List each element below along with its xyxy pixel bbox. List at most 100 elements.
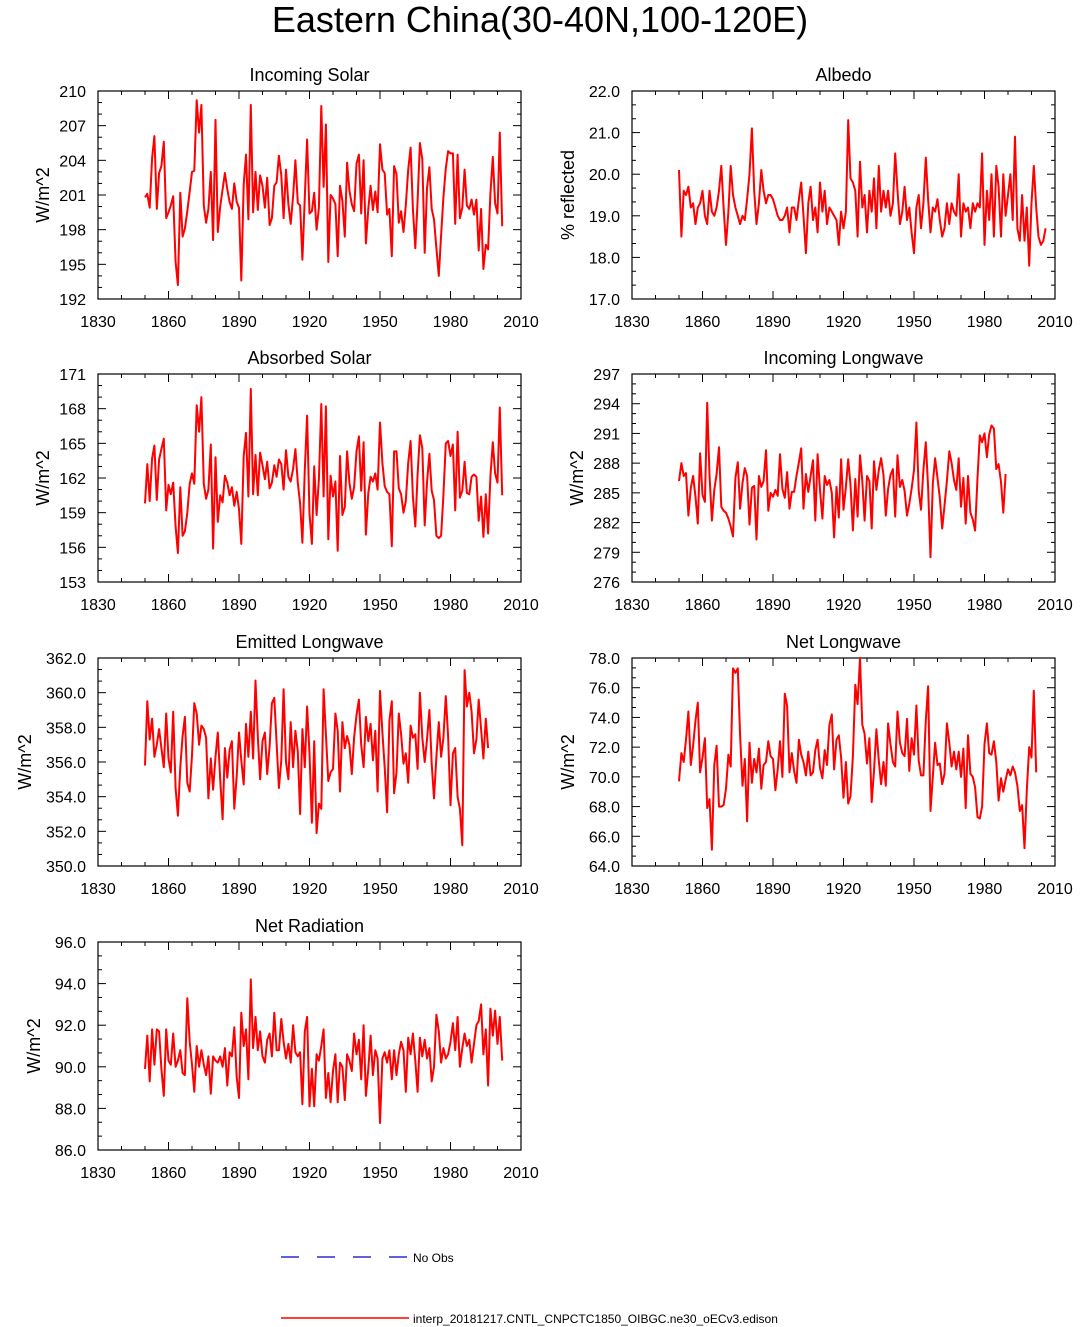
y-tick-label: 210 [59, 84, 86, 101]
y-tick-label: 294 [593, 397, 620, 414]
plot-frame [97, 941, 522, 1151]
y-tick-label: 297 [593, 367, 620, 384]
x-tick-label: 1980 [967, 314, 1003, 331]
panel-title: Net Radiation [255, 916, 364, 936]
y-tick-label: 17.0 [589, 292, 620, 309]
y-tick-label: 276 [593, 575, 620, 592]
y-tick-label: 279 [593, 545, 620, 562]
y-tick-label: 66.0 [589, 829, 620, 846]
y-tick-label: 288 [593, 456, 620, 473]
y-axis-label: W/m^2 [33, 167, 53, 222]
x-tick-label: 1950 [896, 881, 932, 898]
x-tick-label: 1890 [755, 597, 791, 614]
y-tick-label: 354.0 [46, 790, 86, 807]
y-tick-label: 195 [59, 257, 86, 274]
x-tick-label: 1920 [292, 1165, 328, 1182]
y-tick-label: 78.0 [589, 651, 620, 668]
y-tick-label: 201 [59, 188, 86, 205]
y-tick-label: 90.0 [55, 1060, 86, 1077]
panel-4: 1830 1860 1890 1920 1950 1980 2010 276 279 282 285… [567, 348, 1073, 614]
y-axis-label: W/m^2 [24, 1018, 44, 1073]
series-line [144, 388, 504, 555]
x-tick-label: 1830 [614, 597, 650, 614]
y-tick-label: 358.0 [46, 720, 86, 737]
x-tick-label: 1980 [433, 1165, 469, 1182]
x-tick-label: 1890 [221, 314, 257, 331]
x-tick-label: 1860 [151, 881, 187, 898]
x-tick-label: 1890 [221, 597, 257, 614]
panel-title: Incoming Longwave [763, 348, 923, 368]
y-tick-label: 291 [593, 426, 620, 443]
x-tick-label: 1920 [292, 597, 328, 614]
x-tick-label: 2010 [503, 1165, 539, 1182]
y-tick-label: 96.0 [55, 935, 86, 952]
y-tick-label: 285 [593, 486, 620, 503]
x-tick-label: 2010 [1037, 314, 1073, 331]
x-tick-label: 1830 [80, 881, 116, 898]
y-axis-label: W/m^2 [15, 734, 35, 789]
y-tick-label: 204 [59, 153, 86, 170]
x-tick-label: 1920 [292, 314, 328, 331]
panel-1: 1830 1860 1890 1920 1950 1980 2010 192 195 198 201… [33, 65, 539, 331]
y-tick-label: 162 [59, 471, 86, 488]
y-tick-label: 92.0 [55, 1018, 86, 1035]
x-tick-label: 1920 [292, 881, 328, 898]
y-tick-label: 362.0 [46, 651, 86, 668]
y-tick-label: 86.0 [55, 1143, 86, 1160]
x-tick-label: 1890 [221, 1165, 257, 1182]
y-tick-label: 72.0 [589, 740, 620, 757]
main-title: Eastern China(30-40N,100-120E) [271, 0, 809, 40]
y-axis-label: W/m^2 [567, 450, 587, 505]
y-tick-label: 168 [59, 402, 86, 419]
panel-title: Albedo [815, 65, 871, 85]
y-tick-label: 156 [59, 540, 86, 557]
x-tick-label: 1860 [685, 597, 721, 614]
y-axis-label: W/m^2 [33, 450, 53, 505]
plot-frame [631, 657, 1056, 867]
x-tick-label: 1830 [80, 597, 116, 614]
y-tick-label: 70.0 [589, 770, 620, 787]
y-tick-label: 18.0 [589, 250, 620, 267]
panel-title: Incoming Solar [249, 65, 369, 85]
y-tick-label: 74.0 [589, 710, 620, 727]
y-tick-label: 165 [59, 436, 86, 453]
x-tick-label: 1860 [151, 314, 187, 331]
x-tick-label: 1860 [685, 314, 721, 331]
panel-title: Net Longwave [786, 632, 901, 652]
x-tick-label: 2010 [1037, 597, 1073, 614]
x-tick-label: 1980 [433, 597, 469, 614]
panel-3: 1830 1860 1890 1920 1950 1980 2010 153 156 159 162… [33, 348, 539, 614]
y-tick-label: 64.0 [589, 859, 620, 876]
x-tick-label: 1860 [151, 597, 187, 614]
series-line [678, 119, 1047, 267]
x-tick-label: 1950 [896, 314, 932, 331]
x-tick-label: 1830 [614, 881, 650, 898]
panel-6: 1830 1860 1890 1920 1950 1980 2010 64.0 66.0 68.0… [558, 632, 1073, 898]
series-line [678, 657, 1038, 851]
x-tick-label: 1860 [151, 1165, 187, 1182]
series-line [144, 669, 490, 847]
x-tick-label: 1920 [826, 314, 862, 331]
panel-2: 1830 1860 1890 1920 1950 1980 2010 17.0 18.0 19.0… [558, 65, 1073, 331]
y-axis-label: % reflected [558, 150, 578, 240]
y-tick-label: 19.0 [589, 209, 620, 226]
series-line [678, 401, 1007, 559]
x-tick-label: 1920 [826, 597, 862, 614]
x-tick-label: 2010 [503, 314, 539, 331]
panel-title: Emitted Longwave [235, 632, 383, 652]
x-tick-label: 1950 [362, 881, 398, 898]
y-tick-label: 198 [59, 223, 86, 240]
y-tick-label: 360.0 [46, 686, 86, 703]
x-tick-label: 1890 [221, 881, 257, 898]
y-tick-label: 68.0 [589, 800, 620, 817]
x-tick-label: 1830 [80, 1165, 116, 1182]
x-tick-label: 1980 [433, 881, 469, 898]
y-tick-label: 22.0 [589, 84, 620, 101]
y-tick-label: 350.0 [46, 859, 86, 876]
panel-7: 1830 1860 1890 1920 1950 1980 2010 86.0 88.0 90.0… [24, 916, 539, 1182]
panel-5: 1830 1860 1890 1920 1950 1980 2010 350.0 352.0 35… [15, 632, 539, 898]
y-tick-label: 356.0 [46, 755, 86, 772]
x-tick-label: 2010 [1037, 881, 1073, 898]
y-tick-label: 88.0 [55, 1101, 86, 1118]
